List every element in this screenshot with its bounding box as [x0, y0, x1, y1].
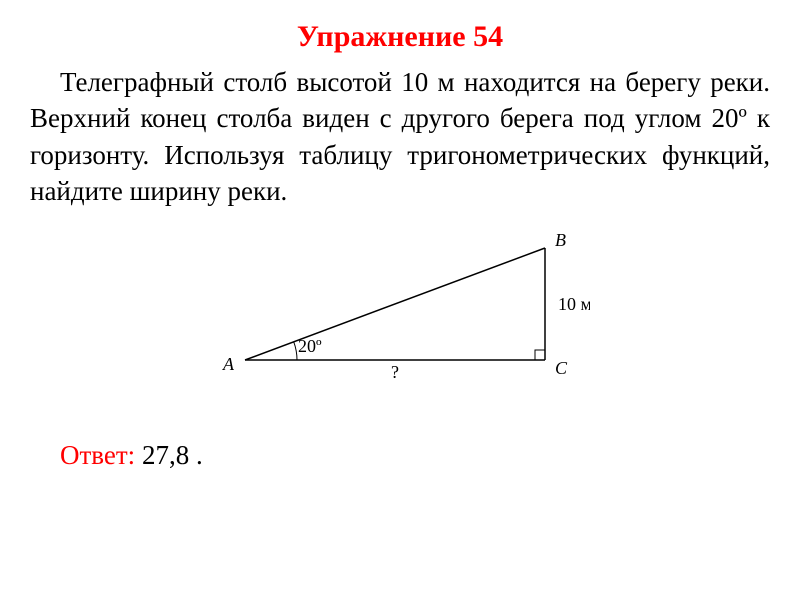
diagram-container: A B C 20º 10 м? — [30, 230, 770, 400]
answer-value: 27,8 . — [142, 440, 203, 470]
answer-row: Ответ: 27,8 . — [60, 440, 770, 471]
svg-text:20º: 20º — [298, 336, 322, 356]
svg-text:B: B — [555, 230, 566, 250]
exercise-title: Упражнение 54 — [30, 20, 770, 54]
svg-text:A: A — [222, 354, 235, 374]
svg-text:C: C — [555, 358, 568, 378]
svg-text:10 м: 10 м — [558, 294, 590, 314]
answer-label: Ответ: — [60, 440, 135, 470]
triangle-diagram: A B C 20º 10 м? — [210, 230, 590, 400]
svg-text:?: ? — [391, 362, 399, 382]
problem-text: Телеграфный столб высотой 10 м находится… — [30, 64, 770, 210]
